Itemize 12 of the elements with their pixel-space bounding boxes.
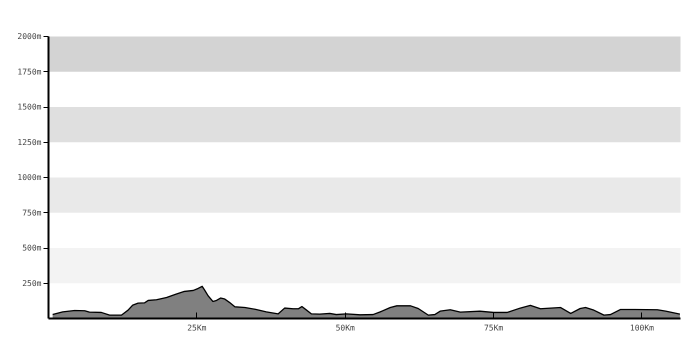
y-tick-label: 1500m: [17, 102, 42, 112]
y-tick-label: 250m: [22, 278, 42, 288]
y-tick-label: 500m: [22, 244, 42, 252]
x-tick-label: 25Km: [187, 324, 207, 332]
x-tick-label: 100Km: [630, 324, 654, 332]
x-tick-label: 75Km: [484, 324, 504, 332]
y-tick-label: 1250m: [17, 138, 42, 147]
x-tick-label: 50Km: [336, 324, 356, 332]
y-tick-label: 1000m: [17, 173, 42, 182]
y-tick-label: 2000m: [17, 32, 42, 41]
y-tick-label: 1750m: [17, 67, 42, 76]
y-tick-label: 750m: [22, 208, 42, 218]
